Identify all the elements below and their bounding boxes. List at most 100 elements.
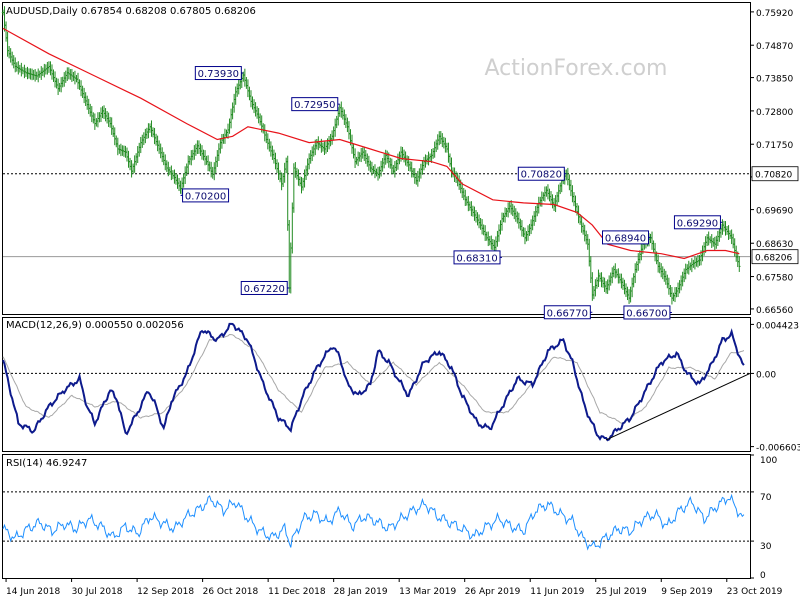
ohlc-bar	[546, 184, 550, 200]
ohlc-bar	[407, 156, 410, 172]
ohlc-bar	[202, 149, 205, 161]
ohlc-bar	[333, 118, 337, 137]
ohlc-bar	[115, 135, 118, 148]
annotation-box	[517, 166, 565, 181]
ohlc-bar	[614, 263, 617, 279]
ohlc-bar	[177, 177, 181, 192]
annotation-box	[623, 305, 671, 320]
ohlc-bar	[312, 144, 315, 157]
ohlc-bar	[715, 235, 718, 249]
ohlc-bar	[425, 155, 429, 165]
ohlc-bar	[612, 265, 615, 278]
ohlc-bar	[566, 167, 570, 186]
ohlc-bar	[410, 161, 413, 178]
ohlc-bar	[431, 148, 435, 159]
annotation-label: 0.67220	[244, 284, 285, 295]
ohlc-bar	[676, 282, 680, 298]
ohlc-bar	[216, 150, 219, 167]
ohlc-bar	[190, 150, 193, 166]
ohlc-bar	[382, 153, 386, 169]
ohlc-bar	[618, 273, 622, 284]
ohlc-bar	[670, 287, 674, 305]
ohlc-bar	[112, 125, 115, 138]
ohlc-bar	[445, 142, 449, 153]
ohlc-bar	[557, 184, 560, 203]
ohlc-bar	[174, 173, 178, 185]
ohlc-bar	[627, 289, 631, 304]
ohlc-bar	[203, 150, 207, 166]
ohlc-bar	[350, 134, 354, 154]
ohlc-bar	[14, 57, 17, 73]
macd-trendline	[605, 372, 751, 441]
ohlc-bar	[85, 95, 89, 110]
ohlc-bar	[396, 153, 400, 170]
ohlc-bar	[289, 242, 292, 294]
ohlc-bar	[494, 236, 498, 253]
macd-layer	[2, 322, 751, 442]
ohlc-bar	[653, 242, 657, 262]
horizontal-level-badge-label: 0.70820	[755, 171, 792, 181]
ohlc-bar	[72, 71, 75, 82]
ohlc-bar	[6, 31, 9, 57]
ohlc-bar	[565, 169, 568, 181]
ohlc-bar	[592, 286, 596, 300]
ohlc-bar	[733, 238, 736, 257]
ohlc-bar	[327, 135, 331, 150]
ohlc-bar	[513, 205, 516, 220]
ohlc-bar	[272, 149, 276, 164]
ohlc-bar	[162, 151, 165, 166]
macd-title: MACD(12,26,9) 0.000550 0.002056	[6, 320, 184, 331]
ohlc-bar	[712, 237, 715, 247]
price-tick-label: 0.67580	[756, 274, 793, 284]
ohlc-bar	[98, 112, 101, 123]
ohlc-bar	[141, 134, 144, 148]
ohlc-bar	[595, 277, 599, 289]
ohlc-bar	[611, 267, 614, 284]
ohlc-bar	[376, 166, 380, 181]
ohlc-bar	[63, 72, 66, 87]
ohlc-bar	[193, 145, 196, 160]
ohlc-bar	[408, 161, 412, 172]
ohlc-bar	[69, 69, 72, 80]
ohlc-bar	[511, 203, 514, 217]
ohlc-bar	[418, 168, 421, 182]
annotation-box	[291, 97, 339, 112]
annotation-label: 0.72950	[294, 100, 335, 111]
ohlc-bar	[128, 157, 132, 171]
ohlc-bar	[399, 146, 403, 162]
ohlc-bar	[315, 139, 319, 150]
ohlc-bar	[265, 131, 268, 144]
ohlc-bar	[503, 207, 507, 223]
price-layer: 0.73930 0.70200 0.72950 0.67220 0.70820 0.683…	[1, 6, 750, 320]
x-tick-label: 14 Jun 2018	[6, 587, 60, 597]
ohlc-bar	[102, 105, 106, 120]
ohlc-bar	[49, 61, 52, 76]
ohlc-bar	[684, 263, 687, 280]
ohlc-bar	[335, 115, 338, 129]
ohlc-bar	[284, 157, 288, 174]
ohlc-bar	[249, 90, 253, 108]
ohlc-bar	[594, 279, 597, 297]
ohlc-bar	[402, 149, 406, 163]
ohlc-bar	[165, 160, 168, 172]
ohlc-bar	[223, 128, 227, 144]
ohlc-bar	[324, 141, 328, 154]
ohlc-bar	[539, 196, 542, 207]
ohlc-bar	[591, 272, 594, 301]
x-tick-label: 23 Oct 2019	[727, 587, 783, 597]
ohlc-bar	[679, 275, 683, 291]
ohlc-bar	[465, 196, 469, 206]
ohlc-bar	[160, 147, 164, 163]
ohlc-bar	[281, 173, 285, 188]
ohlc-bar	[46, 61, 49, 75]
ohlc-bar	[497, 224, 501, 242]
ohlc-bar	[384, 149, 387, 165]
ohlc-bar	[536, 202, 539, 217]
ohlc-bar	[206, 155, 210, 172]
ohlc-bar	[716, 230, 720, 247]
ohlc-bar	[353, 148, 357, 168]
ohlc-bar	[99, 107, 103, 123]
ohlc-bar	[568, 174, 571, 191]
ohlc-bar	[150, 120, 153, 137]
ohlc-bar	[139, 136, 142, 154]
